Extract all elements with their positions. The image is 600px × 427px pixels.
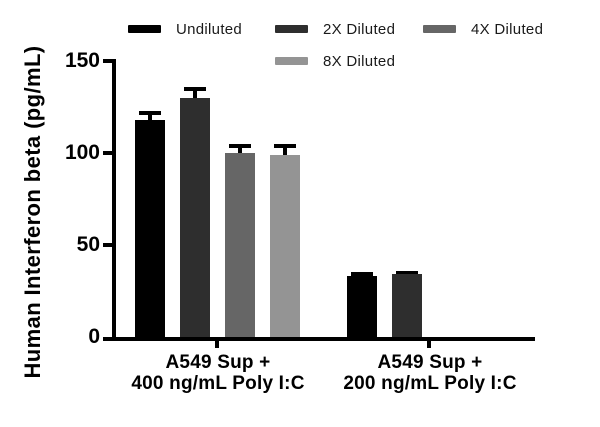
legend-item-4x-diluted: 4X Diluted — [423, 20, 544, 38]
y-tick-150 — [103, 59, 112, 63]
x-category-group2-line2: 200 ng/mL Poly I:C — [343, 373, 517, 394]
x-category-group2-line1: A549 Sup + — [377, 352, 483, 373]
error-bar-cap-8x-diluted-group1 — [274, 143, 296, 148]
legend-item-8x-diluted: 8X Diluted — [275, 52, 396, 70]
legend-swatch-4x-diluted — [423, 25, 456, 33]
y-tick-100 — [103, 151, 112, 155]
y-tick-label-50: 50 — [76, 233, 100, 256]
x-category-label-group1: A549 Sup + 400 ng/mL Poly I:C — [106, 352, 330, 394]
error-bar-cap-undiluted-group1 — [139, 110, 161, 115]
y-axis-line — [112, 59, 116, 341]
error-bar-stem-4x-diluted-group1 — [238, 145, 242, 153]
x-axis-line — [103, 337, 535, 341]
y-tick-label-150: 150 — [64, 49, 100, 72]
legend-label-2x-diluted: 2X Diluted — [323, 20, 396, 38]
bar-2x-diluted-group1 — [180, 97, 210, 337]
x-tick-group2 — [427, 341, 431, 348]
bar-8x-diluted-group1 — [270, 154, 300, 337]
x-category-group1-line1: A549 Sup + — [165, 352, 271, 373]
y-tick-label-100: 100 — [64, 141, 100, 164]
legend-swatch-8x-diluted — [275, 57, 308, 65]
x-tick-group1 — [215, 341, 219, 348]
bar-undiluted-group1 — [135, 119, 165, 337]
legend-label-undiluted: Undiluted — [176, 20, 243, 38]
y-tick-label-0: 0 — [88, 325, 100, 348]
bar-4x-diluted-group1 — [225, 153, 255, 337]
x-category-group1-line2: 400 ng/mL Poly I:C — [131, 373, 305, 394]
legend-item-2x-diluted: 2X Diluted — [275, 20, 396, 38]
legend-label-8x-diluted: 8X Diluted — [323, 52, 396, 70]
legend-swatch-2x-diluted — [275, 25, 308, 33]
bar-undiluted-group2 — [347, 276, 377, 337]
error-bar-cap-4x-diluted-group1 — [229, 143, 251, 148]
error-bar-stem-8x-diluted-group1 — [283, 145, 287, 155]
legend-item-undiluted: Undiluted — [128, 20, 243, 38]
error-bar-cap-2x-diluted-group1 — [184, 86, 206, 91]
legend-label-4x-diluted: 4X Diluted — [471, 20, 544, 38]
error-bar-cap-undiluted-group2 — [351, 272, 373, 277]
bar-2x-diluted-group2 — [392, 274, 422, 337]
x-category-label-group2: A549 Sup + 200 ng/mL Poly I:C — [318, 352, 542, 394]
legend-swatch-undiluted — [128, 25, 161, 33]
error-bar-stem-undiluted-group1 — [148, 112, 152, 120]
error-bar-cap-2x-diluted-group2 — [396, 270, 418, 275]
error-bar-stem-2x-diluted-group1 — [193, 88, 197, 98]
y-tick-50 — [103, 243, 112, 247]
